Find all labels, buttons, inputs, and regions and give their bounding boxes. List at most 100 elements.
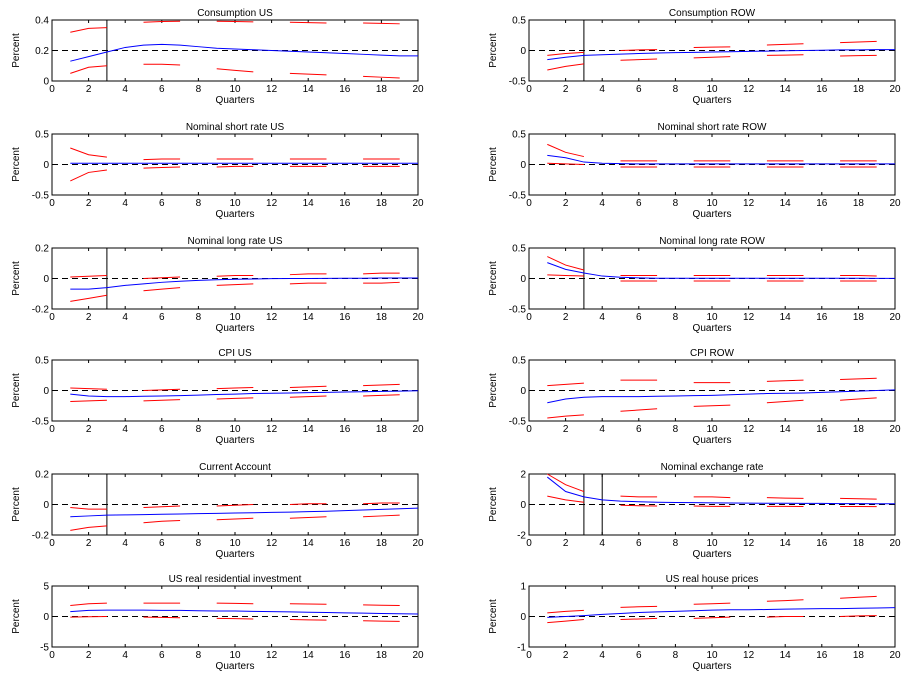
lower-band-segment	[547, 619, 584, 624]
lower-band-segment	[70, 616, 107, 618]
lower-band-segment	[70, 169, 107, 182]
upper-band-segment	[143, 158, 181, 161]
x-tick-label: 2	[563, 650, 569, 661]
x-tick-label: 18	[376, 84, 388, 95]
upper-band-segment	[143, 276, 181, 279]
x-axis-label: Quarters	[693, 209, 732, 220]
x-tick-label: 18	[376, 312, 388, 323]
upper-band-segment	[143, 388, 181, 391]
x-tick-label: 4	[599, 84, 605, 95]
x-tick-label: 14	[780, 312, 792, 323]
x-axis-label: Quarters	[216, 435, 255, 446]
median-response-line	[547, 389, 896, 404]
lower-band-segment	[143, 287, 181, 292]
x-tick-label: 16	[339, 312, 351, 323]
x-tick-label: 2	[563, 84, 569, 95]
upper-band-segment	[70, 602, 107, 607]
x-tick-label: 16	[816, 198, 828, 209]
x-tick-label: 14	[780, 84, 792, 95]
x-tick-label: 20	[889, 198, 901, 209]
y-tick-label: 0	[520, 500, 526, 511]
lower-band-segment	[693, 616, 731, 619]
x-tick-label: 12	[266, 538, 278, 549]
median-response-line	[70, 507, 419, 518]
x-tick-label: 0	[526, 424, 532, 435]
upper-band-segment	[620, 495, 658, 498]
x-tick-label: 4	[599, 424, 605, 435]
chart-panel: CPI US0 2 4 6 8 10 12 14 16 18 20-0.500.5QuartersP…	[11, 348, 424, 446]
upper-band-segment	[363, 604, 400, 607]
x-tick-label: 0	[526, 312, 532, 323]
upper-band-segment	[143, 20, 181, 23]
lower-band-segment	[620, 408, 658, 412]
x-tick-label: 4	[122, 84, 128, 95]
chart-title: CPI US	[218, 348, 252, 359]
upper-band-segment	[620, 49, 658, 51]
median-response-line	[547, 49, 895, 61]
lower-band-segment	[363, 514, 400, 518]
upper-band-segment	[216, 274, 254, 277]
x-tick-label: 18	[853, 650, 865, 661]
lower-band-segment	[693, 404, 731, 407]
x-tick-label: 20	[412, 312, 424, 323]
upper-band-segment	[143, 505, 181, 509]
x-tick-label: 10	[706, 424, 718, 435]
x-tick-label: 6	[636, 424, 642, 435]
chart-title: Nominal long rate ROW	[659, 236, 765, 247]
lower-band-segment	[216, 68, 254, 73]
y-tick-label: 0.2	[35, 46, 49, 57]
lower-band-segment	[70, 399, 107, 402]
y-tick-label: 0.5	[35, 356, 49, 367]
x-tick-label: 8	[196, 538, 202, 549]
x-axis-label: Quarters	[693, 323, 732, 334]
chart-panel: Nominal long rate US 0 2 4 6 8 10 12 14 16 18 20 -0.…	[11, 236, 424, 334]
y-tick-label: -0.5	[509, 417, 527, 428]
upper-band-segment	[840, 40, 877, 44]
median-response-line	[547, 262, 895, 279]
x-tick-label: 0	[526, 84, 532, 95]
x-tick-label: 14	[303, 424, 315, 435]
x-tick-label: 4	[122, 424, 128, 435]
x-tick-label: 4	[599, 538, 605, 549]
x-tick-label: 12	[743, 198, 755, 209]
x-tick-label: 6	[159, 198, 165, 209]
x-tick-label: 8	[196, 312, 202, 323]
x-tick-label: 16	[339, 198, 351, 209]
lower-band-segment	[70, 294, 107, 302]
lower-band-segment	[216, 617, 254, 620]
chart-title: Nominal short rate ROW	[658, 122, 767, 133]
chart-title: Consumption US	[197, 8, 273, 19]
x-tick-label: 0	[49, 538, 55, 549]
x-tick-label: 10	[229, 650, 241, 661]
x-tick-label: 14	[780, 198, 792, 209]
upper-band-segment	[766, 379, 804, 382]
chart-panel: US real residential investment 0 2 4 6 8 10 12 1…	[11, 574, 424, 672]
chart-panel: Consumption US 0 2 4 6 8 10 12 14 16 18 20 0 0.2 0.4 Qu…	[11, 8, 424, 106]
x-tick-label: 10	[229, 538, 241, 549]
y-tick-label: -0.5	[32, 417, 50, 428]
x-tick-label: 16	[816, 312, 828, 323]
y-tick-label: 0.5	[35, 130, 49, 141]
x-tick-label: 4	[122, 198, 128, 209]
x-tick-label: 14	[303, 538, 315, 549]
chart-panel: Nominal short rate US 0 2 4 6 8 10 12 14 16 18 20 -0…	[11, 122, 424, 220]
y-tick-label: -0.5	[32, 191, 50, 202]
x-tick-label: 18	[376, 424, 388, 435]
upper-band-segment	[216, 386, 254, 390]
x-tick-label: 20	[412, 198, 424, 209]
upper-band-segment	[70, 274, 107, 278]
x-axis-label: Quarters	[693, 95, 732, 106]
y-tick-label: -0.5	[509, 305, 527, 316]
lower-band-segment	[840, 54, 877, 57]
lower-band-segment	[363, 394, 400, 397]
y-tick-label: 5	[43, 582, 49, 593]
x-tick-label: 20	[889, 424, 901, 435]
x-tick-label: 12	[266, 84, 278, 95]
y-tick-label: 0.5	[512, 16, 526, 27]
x-tick-label: 4	[599, 198, 605, 209]
lower-band-segment	[620, 617, 658, 621]
upper-band-segment	[840, 497, 877, 500]
